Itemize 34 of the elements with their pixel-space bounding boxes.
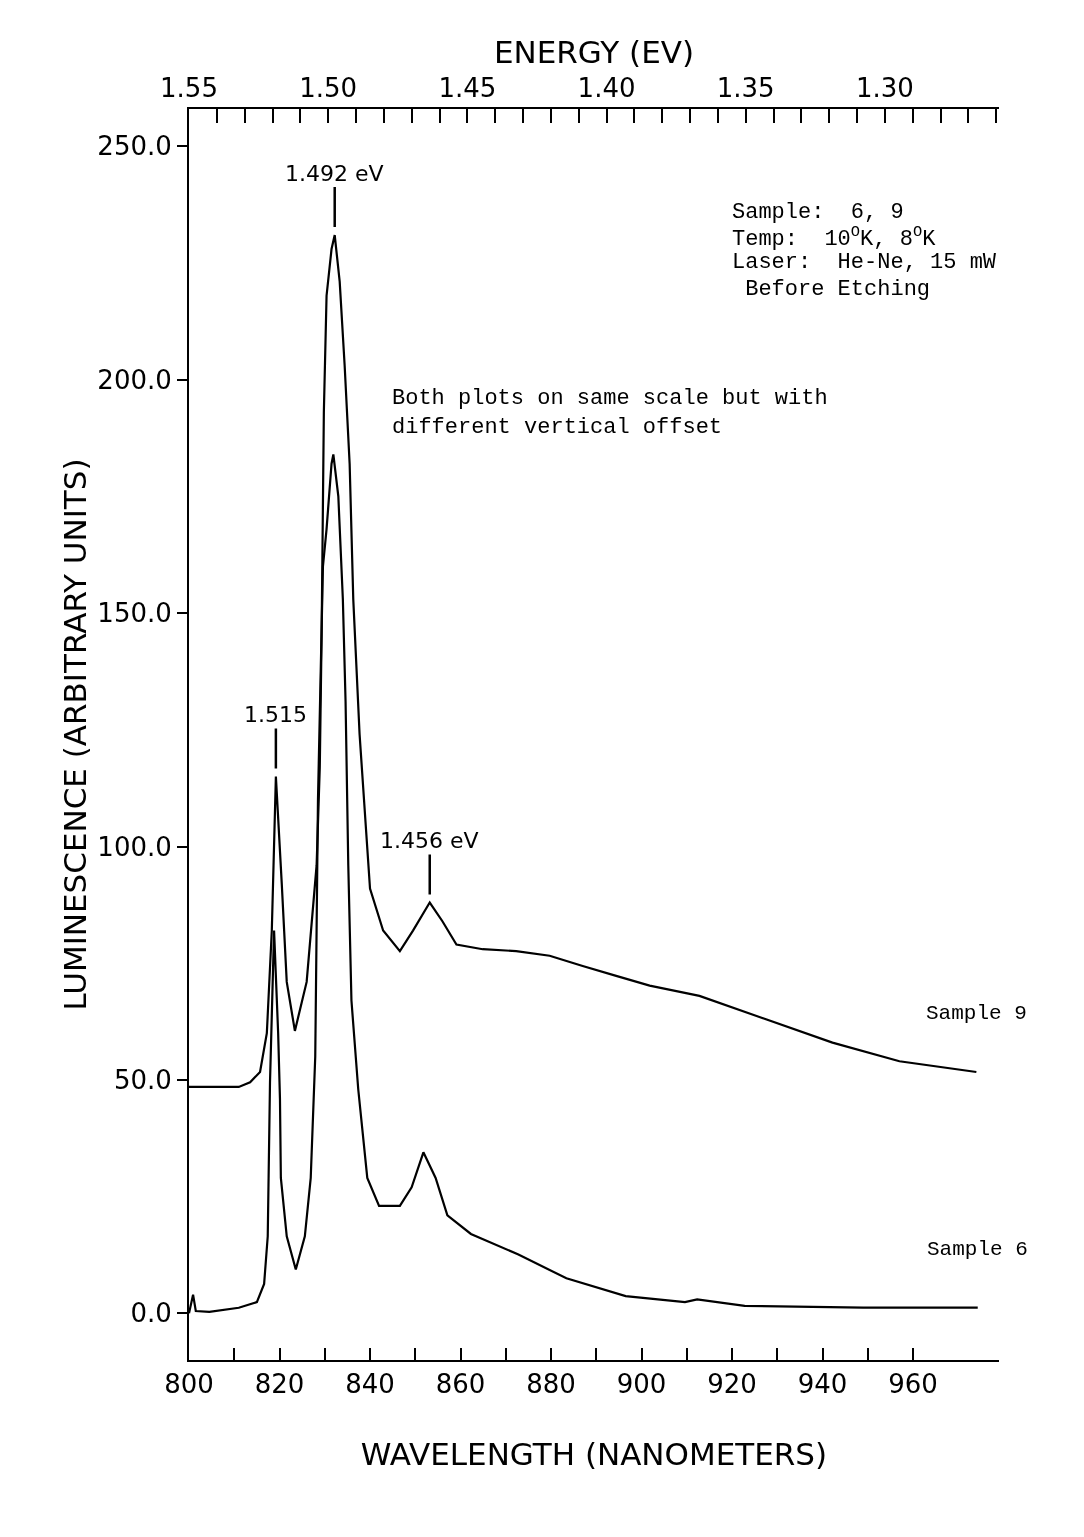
x-tick-label: 880: [526, 1369, 576, 1400]
x2-tick-label: 1.45: [438, 72, 497, 103]
x2-tick-label: 1.50: [299, 72, 358, 103]
x-tick-label: 840: [345, 1369, 395, 1400]
annotation: Sample: 6, 9: [732, 200, 904, 225]
y-tick-label: 0.0: [130, 1298, 172, 1329]
x2-tick-label: 1.55: [160, 72, 218, 103]
x-tick-label: 900: [616, 1369, 667, 1400]
y-tick-label: 150.0: [97, 598, 172, 629]
x2-tick-label: 1.35: [716, 72, 775, 103]
y-tick-label: 100.0: [97, 831, 172, 862]
y-axis-title: LUMINESCENCE (ARBITRARY UNITS): [56, 458, 93, 1011]
x-tick-label: 800: [164, 1369, 214, 1400]
x-tick-label: 940: [797, 1369, 848, 1400]
x2-tick-label: 1.30: [855, 72, 914, 103]
x-tick-label: 960: [888, 1369, 938, 1400]
y-tick-label: 50.0: [113, 1065, 172, 1096]
x-tick-label: 820: [254, 1369, 305, 1400]
series-label: Sample 9: [926, 1002, 1027, 1025]
annotation: 1.456 eV: [380, 828, 479, 853]
x-axis-title: WAVELENGTH (NANOMETERS): [360, 1435, 828, 1472]
annotation: Before Etching: [732, 277, 931, 302]
x-tick-label: 860: [435, 1369, 486, 1400]
annotation: 1.492 eV: [285, 161, 384, 186]
text: Sample 6: [927, 1238, 1028, 1261]
x2-tick-label: 1.40: [577, 72, 636, 103]
x-tick-label: 920: [707, 1369, 757, 1400]
y-tick-label: 250.0: [97, 131, 172, 162]
annotation: Both plots on same scale but with different vertical offset: [392, 386, 828, 440]
annotation: Temp: 10$^{O}$K, 8$^{O}$K: [732, 223, 936, 253]
annotation: Laser: He-Ne, 15 mW: [732, 250, 997, 275]
y-tick-label: 200.0: [97, 364, 172, 395]
x2-axis-title: ENERGY (EV): [493, 33, 695, 70]
annotation: 1.515: [244, 702, 307, 727]
